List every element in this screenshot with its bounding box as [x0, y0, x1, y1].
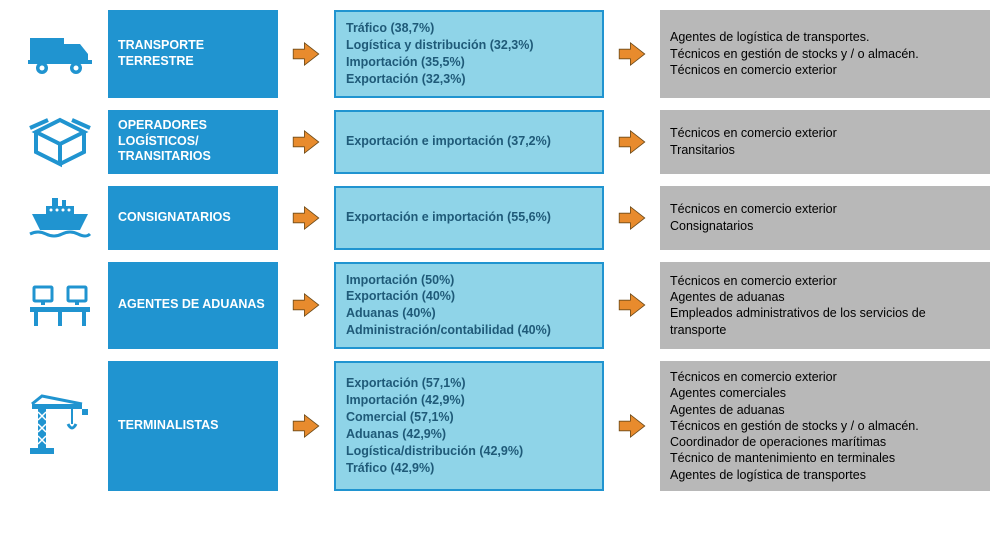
sector-icon-cell: [20, 262, 100, 350]
row: TRANSPORTE TERRESTRE Tráfico (38,7%)Logí…: [20, 10, 980, 98]
metrics-box: Exportación (57,1%)Importación (42,9%)Co…: [334, 361, 604, 491]
metric-line: Importación (35,5%): [346, 54, 592, 71]
ship-icon: [28, 186, 92, 250]
arrow-icon: [616, 289, 648, 321]
metric-line: Tráfico (42,9%): [346, 460, 592, 477]
role-line: Técnicos en comercio exterior: [670, 201, 980, 217]
metrics-box: Exportación e importación (55,6%): [334, 186, 604, 250]
role-line: Técnicos en comercio exterior: [670, 273, 980, 289]
metric-line: Aduanas (42,9%): [346, 426, 592, 443]
metric-line: Logística/distribución (42,9%): [346, 443, 592, 460]
metric-line: Comercial (57,1%): [346, 409, 592, 426]
box-icon: [28, 110, 92, 174]
desks-icon: [28, 273, 92, 337]
arrow-icon: [290, 202, 322, 234]
arrow-cell: [286, 361, 326, 491]
crane-icon: [28, 394, 92, 458]
truck-icon: [28, 22, 92, 86]
roles-box: Técnicos en comercio exteriorAgentes com…: [660, 361, 990, 491]
arrow-icon: [616, 38, 648, 70]
roles-box: Agentes de logística de transportes.Técn…: [660, 10, 990, 98]
sector-title-box: AGENTES DE ADUANAS: [108, 262, 278, 350]
role-line: Consignatarios: [670, 218, 980, 234]
role-line: Técnicos en gestión de stocks y / o alma…: [670, 418, 980, 434]
roles-box: Técnicos en comercio exteriorAgentes de …: [660, 262, 990, 350]
sector-title-box: CONSIGNATARIOS: [108, 186, 278, 250]
role-line: Agentes de logística de transportes: [670, 467, 980, 483]
sector-title-box: OPERADORES LOGÍSTICOS/ TRANSITARIOS: [108, 110, 278, 174]
row: AGENTES DE ADUANAS Importación (50%)Expo…: [20, 262, 980, 350]
arrow-cell: [612, 110, 652, 174]
metric-line: Importación (50%): [346, 272, 592, 289]
roles-box: Técnicos en comercio exteriorTransitario…: [660, 110, 990, 174]
arrow-icon: [290, 410, 322, 442]
sector-icon-cell: [20, 110, 100, 174]
metrics-box: Importación (50%)Exportación (40%)Aduana…: [334, 262, 604, 350]
role-line: Agentes comerciales: [670, 385, 980, 401]
roles-box: Técnicos en comercio exteriorConsignatar…: [660, 186, 990, 250]
role-line: Transitarios: [670, 142, 980, 158]
arrow-cell: [612, 361, 652, 491]
role-line: Técnicos en gestión de stocks y / o alma…: [670, 46, 980, 62]
role-line: Empleados administrativos de los servici…: [670, 305, 980, 338]
role-line: Coordinador de operaciones marítimas: [670, 434, 980, 450]
role-line: Técnicos en comercio exterior: [670, 369, 980, 385]
metric-line: Exportación (32,3%): [346, 71, 592, 88]
row: TERMINALISTAS Exportación (57,1%)Importa…: [20, 361, 980, 491]
arrow-cell: [286, 10, 326, 98]
sector-title-box: TRANSPORTE TERRESTRE: [108, 10, 278, 98]
metrics-box: Tráfico (38,7%)Logística y distribución …: [334, 10, 604, 98]
role-line: Agentes de logística de transportes.: [670, 29, 980, 45]
sector-icon-cell: [20, 361, 100, 491]
infographic-container: TRANSPORTE TERRESTRE Tráfico (38,7%)Logí…: [20, 10, 980, 491]
metric-line: Logística y distribución (32,3%): [346, 37, 592, 54]
arrow-cell: [612, 262, 652, 350]
metric-line: Exportación (57,1%): [346, 375, 592, 392]
sector-title-box: TERMINALISTAS: [108, 361, 278, 491]
sector-icon-cell: [20, 186, 100, 250]
metric-line: Importación (42,9%): [346, 392, 592, 409]
arrow-cell: [286, 186, 326, 250]
arrow-icon: [616, 126, 648, 158]
role-line: Agentes de aduanas: [670, 289, 980, 305]
metric-line: Tráfico (38,7%): [346, 20, 592, 37]
arrow-icon: [290, 289, 322, 321]
role-line: Técnico de mantenimiento en terminales: [670, 450, 980, 466]
metric-line: Exportación e importación (37,2%): [346, 133, 592, 150]
row: OPERADORES LOGÍSTICOS/ TRANSITARIOS Expo…: [20, 110, 980, 174]
metric-line: Administración/contabilidad (40%): [346, 322, 592, 339]
arrow-cell: [286, 110, 326, 174]
row: CONSIGNATARIOS Exportación e importación…: [20, 186, 980, 250]
metric-line: Exportación e importación (55,6%): [346, 209, 592, 226]
role-line: Agentes de aduanas: [670, 402, 980, 418]
arrow-icon: [290, 38, 322, 70]
role-line: Técnicos en comercio exterior: [670, 62, 980, 78]
arrow-cell: [612, 186, 652, 250]
metric-line: Aduanas (40%): [346, 305, 592, 322]
metric-line: Exportación (40%): [346, 288, 592, 305]
sector-icon-cell: [20, 10, 100, 98]
arrow-icon: [616, 202, 648, 234]
arrow-icon: [616, 410, 648, 442]
arrow-icon: [290, 126, 322, 158]
metrics-box: Exportación e importación (37,2%): [334, 110, 604, 174]
arrow-cell: [612, 10, 652, 98]
role-line: Técnicos en comercio exterior: [670, 125, 980, 141]
arrow-cell: [286, 262, 326, 350]
